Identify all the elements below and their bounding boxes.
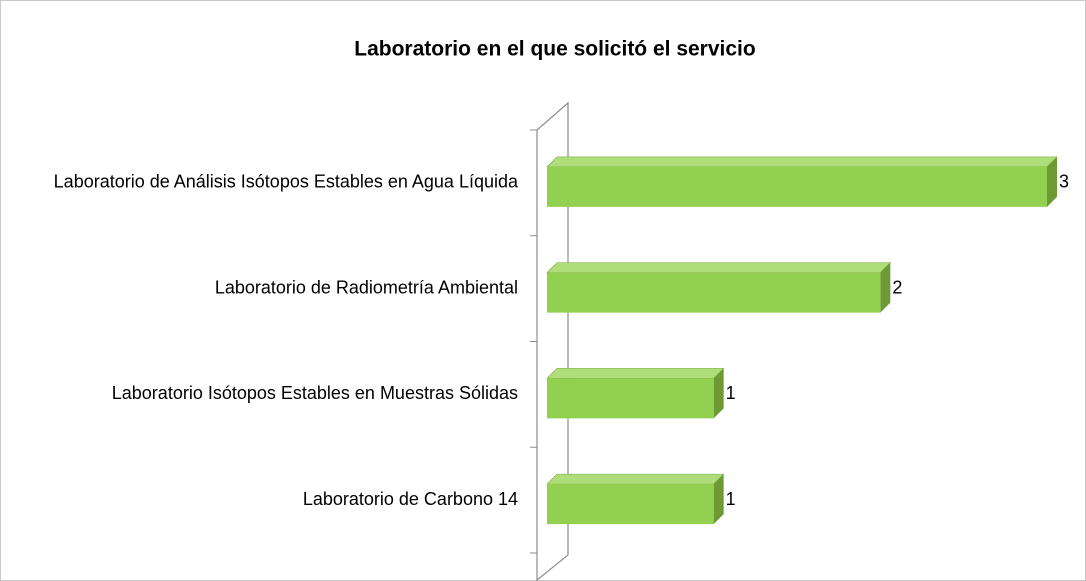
bar-side <box>880 262 891 313</box>
bar <box>547 484 714 525</box>
bar-top <box>546 262 892 273</box>
bar <box>547 378 714 419</box>
bar-top <box>546 473 725 485</box>
bar-side <box>713 368 724 419</box>
y-tick-label: Laboratorio de Análisis Isótopos Estable… <box>54 172 519 192</box>
chart-title: Laboratorio en el que solicitó el servic… <box>354 38 755 61</box>
bar <box>547 166 1047 207</box>
data-label: 3 <box>1059 172 1069 192</box>
data-label: 1 <box>726 489 736 509</box>
bar-side <box>1047 156 1057 207</box>
data-label: 2 <box>892 277 902 297</box>
bar <box>547 272 881 313</box>
y-tick-label: Laboratorio Isótopos Estables en Muestra… <box>112 383 518 403</box>
y-tick-label: Laboratorio de Radiometría Ambiental <box>215 277 518 297</box>
data-label: 1 <box>726 383 736 403</box>
bar-side <box>713 474 724 525</box>
y-tick-label: Laboratorio de Carbono 14 <box>303 489 518 509</box>
bar-top <box>546 156 1058 168</box>
bar-top <box>546 368 725 379</box>
category-axis-wall <box>536 101 569 581</box>
